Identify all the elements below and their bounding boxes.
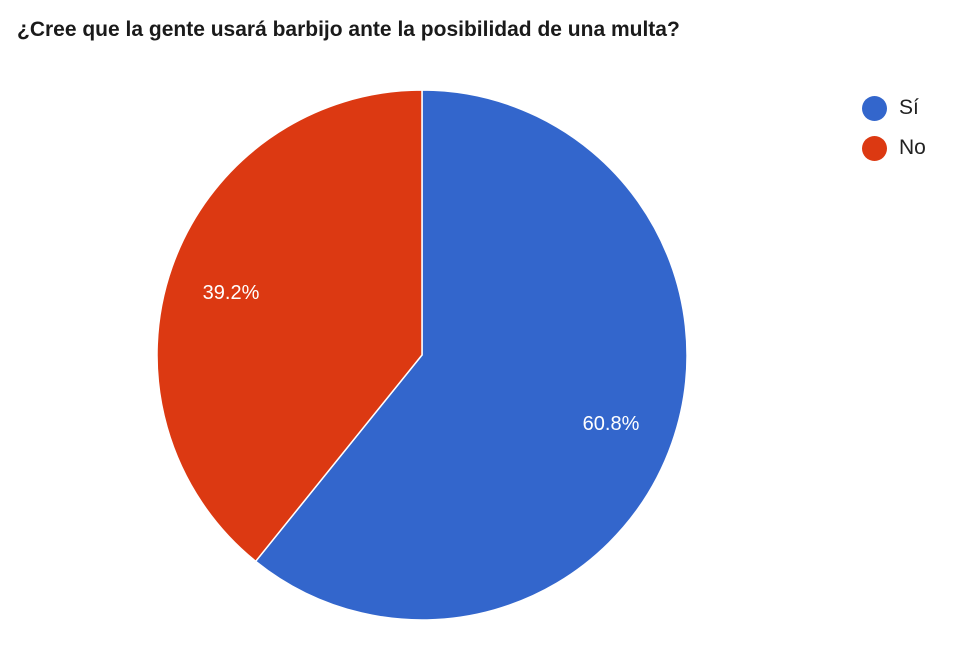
chart-title: ¿Cree que la gente usará barbijo ante la… xyxy=(17,18,680,41)
slice-label-si: 60.8% xyxy=(583,413,640,435)
pie-slice-no[interactable] xyxy=(156,89,423,563)
legend-item-si[interactable]: Sí xyxy=(862,88,926,128)
legend-dot-no-icon xyxy=(862,135,887,161)
pie-slice-si[interactable] xyxy=(254,89,688,621)
slice-label-no: 39.2% xyxy=(203,282,260,304)
legend-label: Sí xyxy=(899,96,919,119)
legend-dot-si-icon xyxy=(862,95,887,121)
legend-label: No xyxy=(899,136,926,159)
legend-item-no[interactable]: No xyxy=(862,128,926,168)
legend: Sí No xyxy=(862,88,926,168)
